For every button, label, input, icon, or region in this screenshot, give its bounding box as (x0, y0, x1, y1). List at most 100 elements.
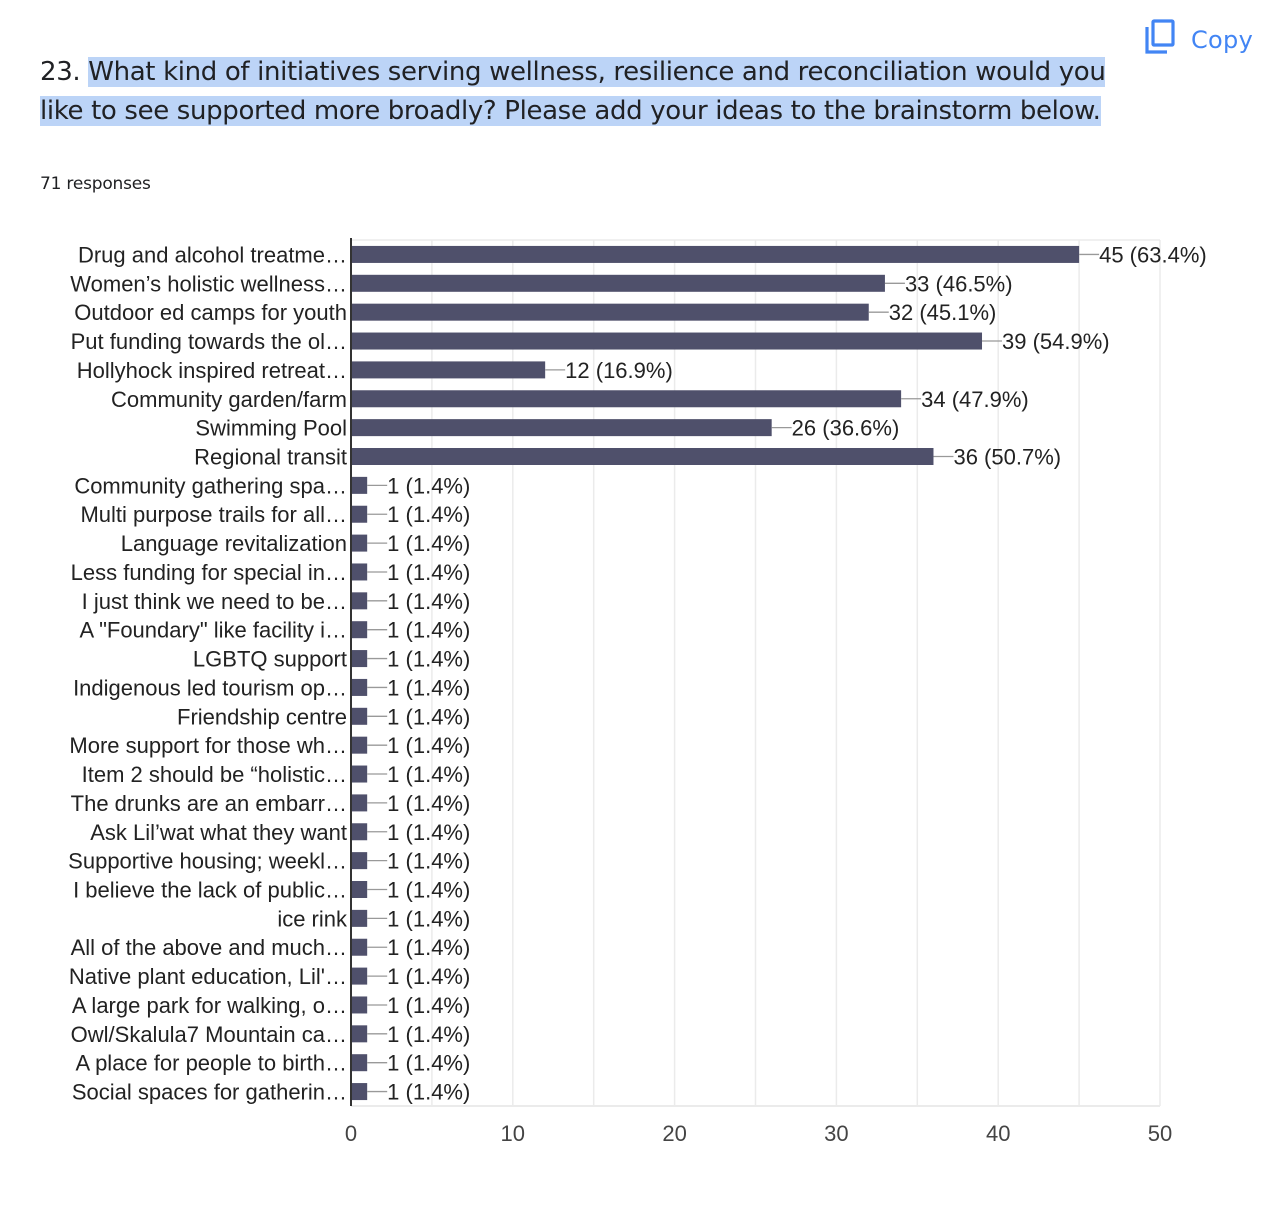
x-axis-ticks: 0 10 20 30 40 50 (345, 1121, 1172, 1146)
data-label: 26 (36.6%) (792, 416, 900, 441)
data-label: 1 (1.4%) (387, 993, 470, 1018)
data-label: 1 (1.4%) (387, 589, 470, 614)
category-label: Drug and alcohol treatme… (78, 242, 347, 267)
bar (351, 448, 934, 465)
category-label: Friendship centre (177, 704, 347, 729)
data-label: 1 (1.4%) (387, 762, 470, 787)
data-label: 1 (1.4%) (387, 906, 470, 931)
x-tick-label: 40 (986, 1121, 1010, 1146)
data-label: 1 (1.4%) (387, 647, 470, 672)
category-label: Owl/Skalula7 Mountain ca… (71, 1022, 347, 1047)
bar (351, 765, 368, 783)
data-label: 34 (47.9%) (921, 387, 1029, 412)
bars (351, 245, 1100, 1101)
grid-lines (351, 239, 1161, 1107)
copy-button[interactable]: Copy (1143, 18, 1253, 61)
data-label: 36 (50.7%) (953, 445, 1061, 470)
copy-label: Copy (1191, 25, 1254, 54)
bar (351, 736, 368, 754)
data-label: 1 (1.4%) (387, 704, 470, 729)
x-tick-label: 30 (824, 1121, 848, 1146)
category-label: Put funding towards the ol… (71, 329, 347, 354)
bar (351, 563, 368, 581)
bar (351, 794, 368, 812)
response-count: 71 responses (40, 174, 151, 194)
category-label: I believe the lack of public… (73, 878, 347, 903)
category-label: Regional transit (194, 445, 347, 470)
category-label: Native plant education, Lil'… (69, 964, 347, 989)
bar (351, 967, 368, 985)
bar (351, 881, 368, 898)
bar (351, 650, 368, 668)
data-label: 1 (1.4%) (387, 1051, 470, 1076)
category-label: Outdoor ed camps for youth (74, 300, 347, 325)
x-tick-label: 10 (501, 1121, 525, 1146)
bar (351, 909, 368, 927)
bar (351, 1025, 368, 1043)
data-label: 1 (1.4%) (387, 675, 470, 700)
bar (351, 678, 368, 696)
question-number: 23. (40, 57, 81, 87)
category-label: Language revitalization (121, 531, 347, 556)
bar (351, 274, 885, 292)
category-label: Supportive housing; weekl… (68, 849, 347, 874)
data-label: 1 (1.4%) (387, 560, 470, 585)
data-label: 1 (1.4%) (387, 878, 470, 903)
question-text-line2: like to see supported more broadly? Plea… (40, 96, 1101, 126)
copy-icon (1143, 18, 1177, 61)
data-label: 1 (1.4%) (387, 820, 470, 845)
bar (351, 621, 368, 639)
category-label: Social spaces for gatherin… (72, 1080, 347, 1105)
bar (351, 245, 1080, 263)
bar (351, 1054, 368, 1072)
category-label: I just think we need to be… (82, 589, 347, 614)
data-label: 1 (1.4%) (387, 1080, 470, 1105)
x-tick-label: 20 (662, 1121, 686, 1146)
category-label: Women’s holistic wellness… (70, 271, 347, 296)
category-label: All of the above and much… (71, 935, 347, 960)
bar (351, 707, 368, 725)
bar (351, 534, 368, 552)
bar (351, 419, 772, 437)
category-label: Indigenous led tourism op… (73, 675, 347, 700)
category-label: Item 2 should be “holistic… (82, 762, 347, 787)
category-label: A "Foundary" like facility i… (80, 618, 348, 643)
question-title: 23. What kind of initiatives serving wel… (40, 53, 1120, 131)
data-label: 1 (1.4%) (387, 733, 470, 758)
data-label: 1 (1.4%) (387, 531, 470, 556)
data-label: 32 (45.1%) (889, 300, 997, 325)
category-label: Multi purpose trails for all… (80, 502, 347, 527)
bar (351, 938, 368, 956)
data-label: 1 (1.4%) (387, 849, 470, 874)
data-label: 39 (54.9%) (1002, 329, 1110, 354)
category-label: ice rink (277, 906, 348, 931)
value-labels: 45 (63.4%) 33 (46.5%) 32 (45.1%)39 (54.9%)… (387, 242, 1207, 1104)
data-label: 33 (46.5%) (905, 271, 1013, 296)
category-label: Less funding for special in… (71, 560, 347, 585)
data-label: 1 (1.4%) (387, 618, 470, 643)
category-label: Community garden/farm (111, 387, 347, 412)
bar (351, 303, 869, 321)
x-tick-label: 50 (1148, 1121, 1172, 1146)
data-label: 1 (1.4%) (387, 473, 470, 498)
category-label: More support for those wh… (69, 733, 347, 758)
category-label: The drunks are an embarr… (71, 791, 347, 816)
bar (351, 361, 546, 379)
category-label: Swimming Pool (195, 416, 347, 441)
data-label: 1 (1.4%) (387, 964, 470, 989)
category-label: A large park for walking, o… (72, 993, 347, 1018)
category-label: Ask Lil’wat what they want (90, 820, 347, 845)
data-label: 45 (63.4%) (1099, 242, 1207, 267)
bar (351, 852, 368, 870)
data-label: 1 (1.4%) (387, 935, 470, 960)
category-label: Hollyhock inspired retreat… (77, 358, 347, 383)
category-label: A place for people to birth… (76, 1051, 348, 1076)
x-tick-label: 0 (345, 1121, 357, 1146)
bar (351, 390, 902, 408)
bar (351, 332, 983, 350)
data-label: 1 (1.4%) (387, 1022, 470, 1047)
bar (351, 476, 368, 494)
bar (351, 505, 368, 523)
bar (351, 592, 368, 610)
